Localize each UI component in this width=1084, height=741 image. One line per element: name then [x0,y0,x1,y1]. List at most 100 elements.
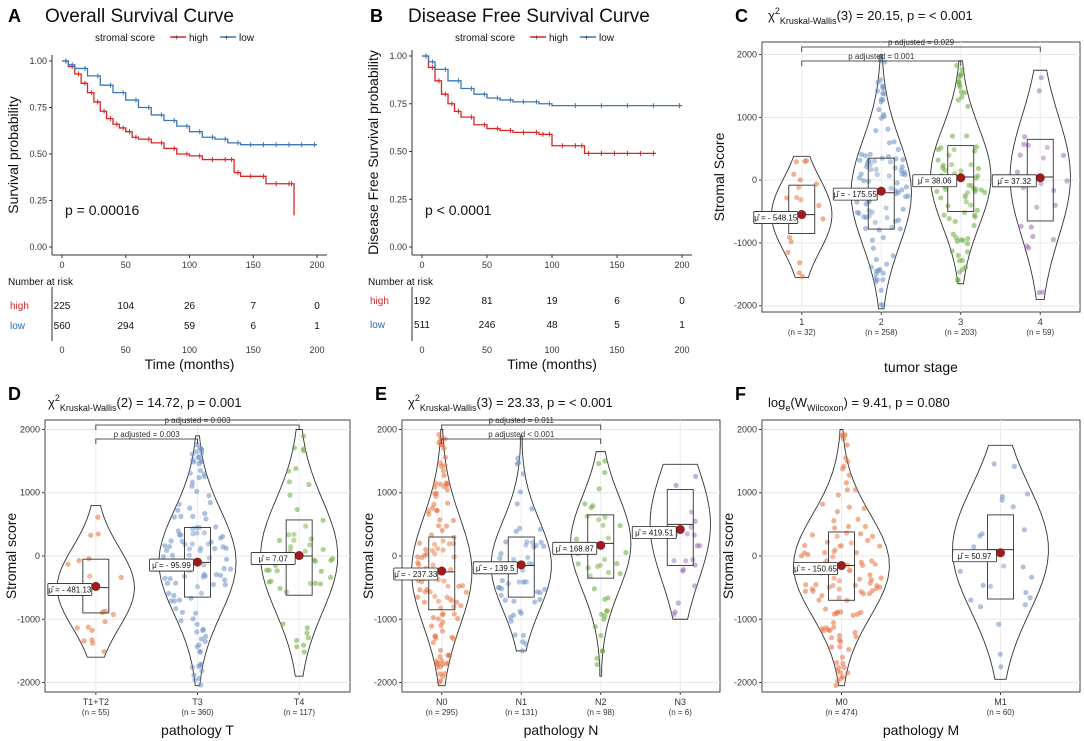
data-point [196,474,202,481]
mean-label: μ̂ = 7.07 [259,555,289,564]
data-point [312,580,318,586]
mean-point [596,540,606,550]
data-point [964,249,971,255]
risk-row-label-high: high [10,301,29,312]
data-point [441,670,448,677]
data-point [520,471,527,477]
y-tick-label: 1.00 [29,56,47,66]
data-point [81,638,87,644]
legend-label-low: low [239,33,255,44]
data-point [498,592,504,598]
data-point [870,245,877,251]
risk-value: 294 [117,321,134,332]
data-point [87,573,93,579]
data-point [861,178,867,184]
data-point [193,449,199,455]
data-point [838,543,845,549]
data-point [893,191,899,197]
data-point [938,195,944,201]
mean-label-box [47,583,93,596]
data-point [880,235,886,241]
data-point [855,516,861,522]
data-point [496,584,503,591]
group-1: μ̂ = - 548.15 1(n = 32) [753,155,833,337]
data-point [101,648,107,655]
data-point [862,153,868,159]
data-point [294,644,300,650]
violin [158,435,237,687]
data-point [196,663,202,669]
y-tick-label: 0 [392,551,397,561]
risk-value: 1 [679,320,685,331]
data-point [223,545,229,551]
x-tick-label: N2 [595,697,607,707]
data-point [194,530,200,536]
data-point [831,624,837,630]
data-point [439,527,445,534]
data-point [449,634,455,640]
data-point [573,536,580,542]
data-point [957,84,963,90]
data-point [438,622,444,629]
data-point [802,158,808,164]
data-point [819,593,825,599]
data-point [585,565,591,571]
data-point [304,625,310,631]
bracket-line [441,438,602,444]
data-point [793,159,799,165]
data-point [594,661,600,668]
data-point [874,88,881,94]
data-point [191,672,197,678]
data-point [690,557,696,563]
data-point [842,431,848,438]
data-point [843,455,849,461]
violin [570,451,632,677]
mean-point [1035,173,1045,183]
data-point [433,507,440,513]
data-point [502,597,508,603]
data-point [590,503,596,509]
data-point [895,146,901,153]
data-point [846,568,853,574]
data-point [223,556,230,562]
data-point [834,533,840,539]
data-point [1010,504,1016,510]
data-point [869,533,876,539]
data-point [688,524,694,530]
data-point [277,585,283,592]
data-point [320,546,326,553]
data-point [1026,245,1032,251]
data-point [266,567,272,573]
data-point [517,525,523,531]
data-point [1034,204,1040,210]
group-n: (n = 6) [669,708,693,717]
data-point [880,90,886,96]
data-point [671,611,677,617]
y-tick-label: 0.00 [389,242,407,252]
bracket-label: p adjusted = 0.029 [888,38,955,47]
group-N1: μ̂ = - 139.5 N1(n = 131) [472,435,552,717]
data-point [968,161,974,168]
data-point [951,147,957,153]
x-tick-label: 50 [121,260,131,270]
data-point [853,634,859,640]
legend: stromal score + high + low [95,33,255,44]
data-point [982,189,988,195]
data-point [435,545,441,552]
data-point [949,161,955,168]
data-point [227,566,234,572]
group-n: (n = 117) [283,708,315,717]
significance-bracket: p adjusted = 0.029 [801,38,1041,52]
data-point [836,632,843,639]
data-point [862,225,869,232]
data-point [441,578,447,584]
violin [56,504,135,658]
data-point [834,610,840,616]
data-point [850,612,856,618]
data-point [175,507,181,513]
data-point [443,523,450,529]
data-point [198,682,204,688]
data-point [1028,224,1034,230]
data-point [194,644,200,650]
data-point [320,517,326,523]
